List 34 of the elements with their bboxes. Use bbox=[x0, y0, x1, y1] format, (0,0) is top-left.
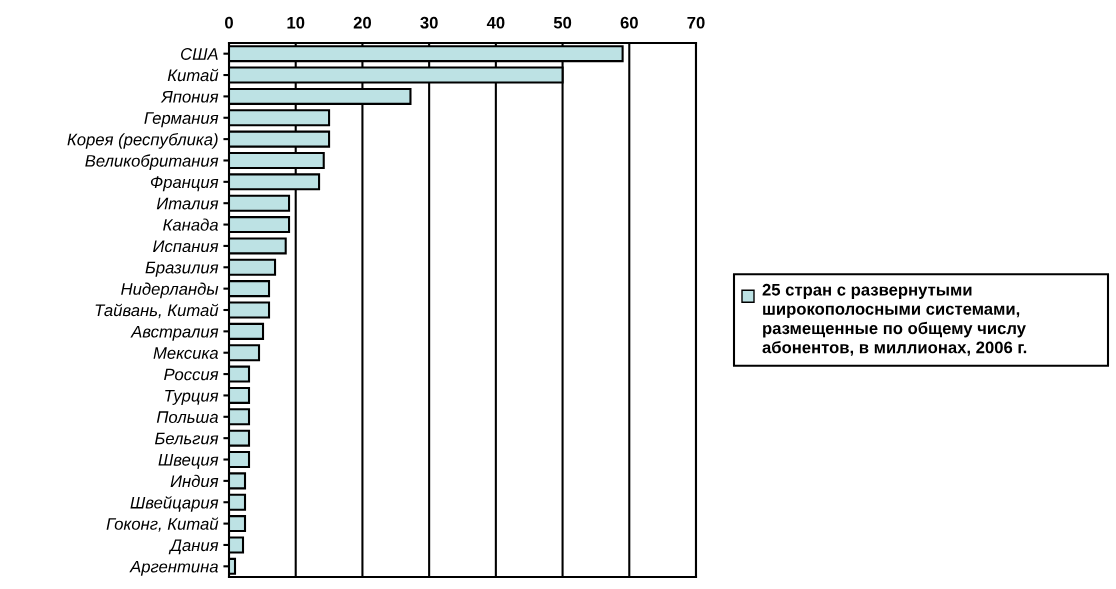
y-tick-label: Тайвань, Китай bbox=[95, 303, 219, 319]
y-tick-label: Франция bbox=[150, 176, 219, 192]
legend-label: 25 стран с развернутыми широкополосными системами, размещенные по общему числу абонентов, в миллионах, 2006 г. bbox=[762, 283, 1027, 356]
x-tick-label: 10 bbox=[287, 16, 305, 29]
x-tick-label: 70 bbox=[687, 16, 705, 29]
y-tick-label: Корея (республика) bbox=[67, 133, 218, 149]
x-tick-label: 30 bbox=[420, 16, 438, 29]
x-tick-label: 60 bbox=[620, 16, 638, 29]
y-tick-label: Россия bbox=[164, 368, 219, 381]
y-tick-label: Китай bbox=[167, 68, 219, 82]
y-tick-label: Дания bbox=[168, 539, 219, 555]
x-tick-label: 20 bbox=[353, 16, 372, 29]
y-tick-label: Швейцария bbox=[130, 496, 219, 512]
y-tick-label: Канада bbox=[163, 218, 219, 231]
y-tick-label: Аргентина bbox=[129, 560, 219, 576]
y-tick-label: Великобритания bbox=[85, 154, 219, 171]
y-tick-label: Бельгия bbox=[154, 432, 219, 445]
x-tick-label: 50 bbox=[553, 16, 572, 29]
y-tick-label: Бразилия bbox=[145, 261, 219, 277]
y-tick-label: Испания bbox=[153, 240, 219, 253]
y-tick-label: Польша bbox=[156, 411, 219, 423]
y-tick-label: Швеция bbox=[158, 454, 219, 469]
y-tick-label: Турция bbox=[165, 390, 219, 405]
y-tick-label: Япония bbox=[160, 90, 219, 103]
y-tick-label: Австралия bbox=[130, 325, 219, 341]
x-tick-label: 40 bbox=[486, 16, 505, 29]
y-tick-label: Гоконг, Китай bbox=[106, 517, 219, 532]
y-tick-label: Германия bbox=[144, 112, 219, 128]
y-tick-label: Индия bbox=[170, 474, 219, 488]
y-tick-label: Нидерланды bbox=[121, 282, 219, 299]
x-tick-label: 0 bbox=[225, 16, 233, 29]
y-tick-label: Мексика bbox=[153, 347, 219, 359]
y-tick-label: США bbox=[181, 48, 218, 60]
y-tick-label: Италия bbox=[156, 197, 219, 210]
